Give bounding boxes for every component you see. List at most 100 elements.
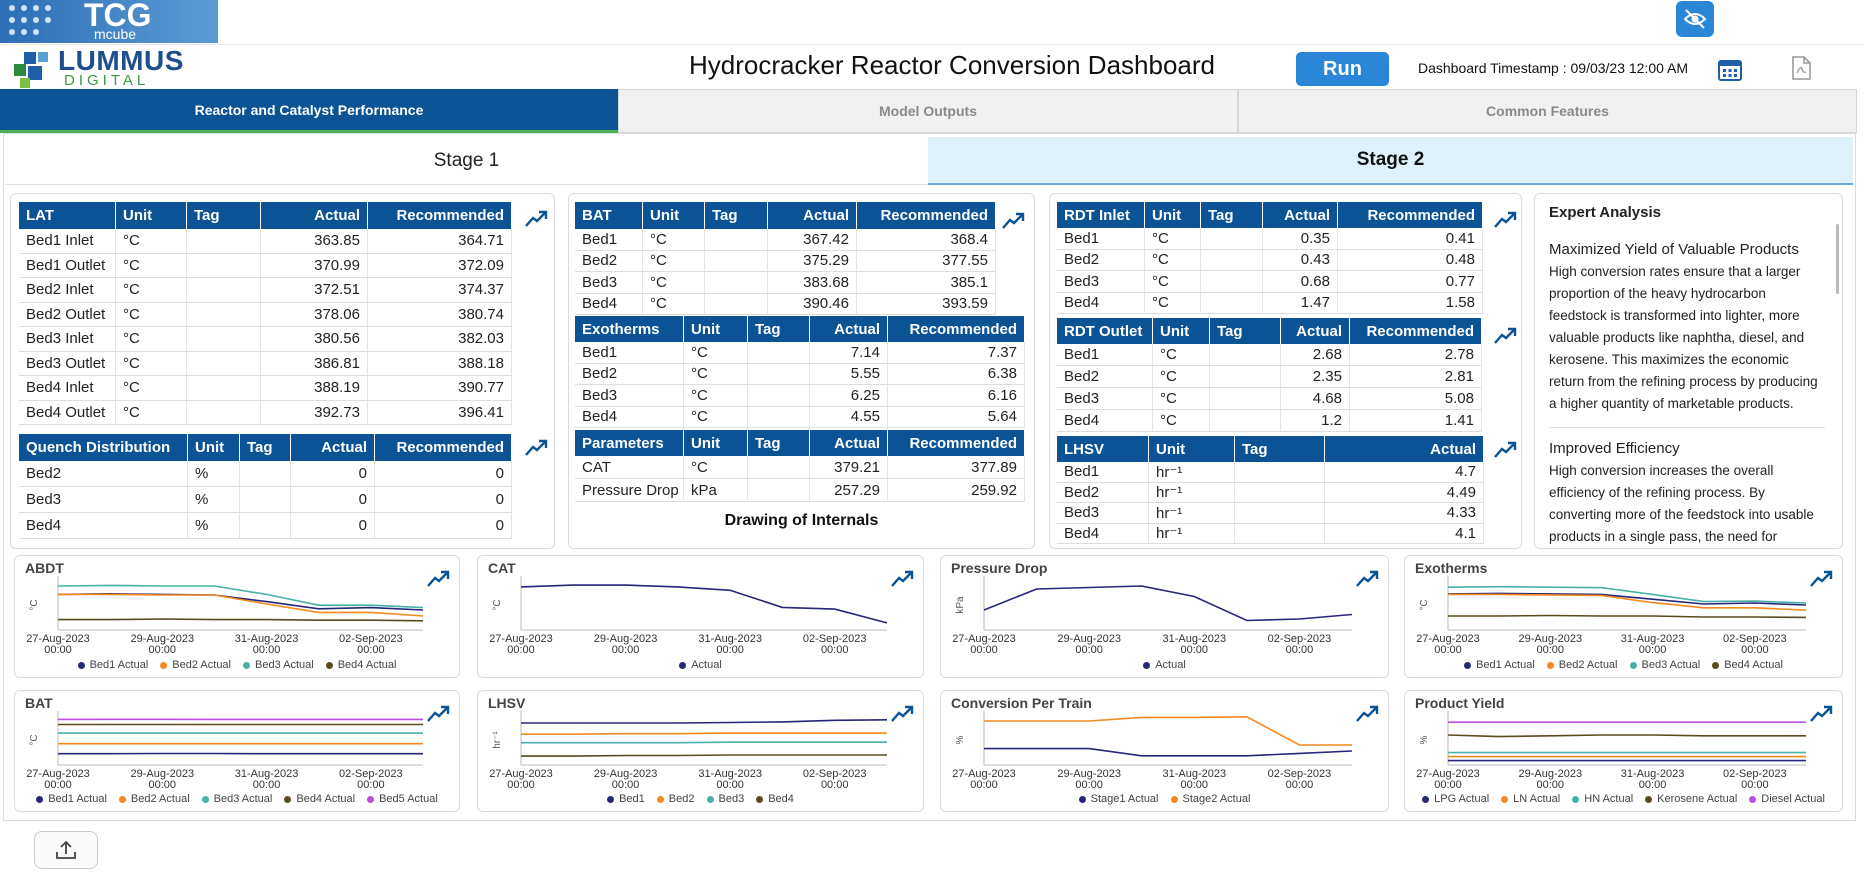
legend-item[interactable]: Kerosene Actual — [1645, 793, 1737, 805]
tab[interactable]: Common Features — [1238, 89, 1857, 133]
logo-subtext: mcube — [94, 26, 136, 42]
dashboard-title: Hydrocracker Reactor Conversion Dashboar… — [640, 50, 1264, 81]
table-cell: 386.81 — [261, 352, 368, 377]
table-cell: 379.21 — [810, 456, 888, 479]
legend-swatch — [657, 796, 664, 803]
table-cell: °C — [1145, 228, 1201, 250]
table-header-cell: Tag — [187, 202, 261, 229]
table-cell: 4.1 — [1325, 524, 1484, 545]
legend-item[interactable]: LPG Actual — [1422, 793, 1489, 805]
legend-label: Actual — [1155, 659, 1186, 671]
legend-item[interactable]: Bed3 Actual — [243, 659, 314, 671]
table-cell: °C — [1145, 271, 1201, 293]
trend-line — [1495, 329, 1515, 343]
legend-item[interactable]: HN Actual — [1572, 793, 1633, 805]
legend-item[interactable]: Actual — [1143, 659, 1186, 671]
legend-item[interactable]: Bed3 — [707, 793, 745, 805]
legend-item[interactable]: Bed1 Actual — [36, 793, 107, 805]
x-tick-label: 29-Aug-2023 00:00 — [120, 634, 204, 656]
table-cell: 374.37 — [368, 278, 512, 303]
table-cell: % — [188, 487, 240, 513]
visibility-button[interactable] — [1676, 1, 1714, 37]
legend-item[interactable]: Bed3 Actual — [202, 793, 273, 805]
table-header-cell: Recommended — [368, 202, 512, 229]
table-cell: Bed1 Outlet — [19, 254, 116, 279]
legend-item[interactable]: Diesel Actual — [1749, 793, 1825, 805]
legend-swatch — [1712, 662, 1719, 669]
table-cell: °C — [643, 229, 705, 251]
table-cell — [705, 251, 768, 273]
legend-item[interactable]: Stage1 Actual — [1079, 793, 1159, 805]
table-header-cell: Recommended — [888, 430, 1025, 456]
legend-item[interactable]: Bed4 Actual — [326, 659, 397, 671]
table-cell: Pressure Drop — [575, 479, 684, 502]
table-cell: 4.49 — [1325, 483, 1484, 504]
pdf-button[interactable] — [1790, 55, 1812, 81]
legend-item[interactable]: Actual — [679, 659, 722, 671]
x-tick-label: 02-Sep-2023 00:00 — [1713, 769, 1797, 791]
x-tick-label: 02-Sep-2023 00:00 — [1257, 634, 1341, 656]
legend-item[interactable]: Bed2 — [657, 793, 695, 805]
tab[interactable]: Model Outputs — [618, 89, 1238, 133]
table-cell: 257.29 — [810, 479, 888, 502]
table-cell — [748, 407, 810, 429]
legend-item[interactable]: Bed1 Actual — [1464, 659, 1535, 671]
run-button[interactable]: Run — [1296, 52, 1389, 86]
table-cell: 5.64 — [888, 407, 1025, 429]
trend-button[interactable] — [1002, 212, 1026, 230]
table-cell: 0.68 — [1263, 271, 1338, 293]
table-cell: Bed4 — [1057, 410, 1153, 432]
legend-swatch — [1501, 796, 1508, 803]
chart-plot: °C — [15, 556, 461, 636]
table-header-cell: Tag — [1235, 436, 1325, 462]
legend-label: HN Actual — [1584, 793, 1633, 805]
calendar-button[interactable] — [1717, 56, 1743, 82]
legend-swatch — [1464, 662, 1471, 669]
table-header-cell: Recommended — [857, 202, 996, 229]
legend-item[interactable]: Stage2 Actual — [1171, 793, 1251, 805]
legend-item[interactable]: Bed2 Actual — [119, 793, 190, 805]
trend-button[interactable] — [1494, 327, 1518, 345]
trend-button[interactable] — [1494, 211, 1518, 229]
legend-item[interactable]: Bed4 Actual — [284, 793, 355, 805]
legend-item[interactable]: Bed2 Actual — [160, 659, 231, 671]
y-axis-label: °C — [29, 734, 40, 745]
legend-item[interactable]: Bed4 Actual — [1712, 659, 1783, 671]
table-cell: Bed3 Outlet — [19, 352, 116, 377]
legend-item[interactable]: Bed1 — [607, 793, 645, 805]
legend-item[interactable]: LN Actual — [1501, 793, 1560, 805]
legend-item[interactable]: Bed3 Actual — [1630, 659, 1701, 671]
chart-plot: kPa — [941, 556, 1390, 636]
legend-item[interactable]: Bed4 — [756, 793, 794, 805]
trend-button[interactable] — [1494, 441, 1518, 459]
x-tick-label: 29-Aug-2023 00:00 — [1508, 769, 1592, 791]
table-cell: Bed4 — [1057, 524, 1149, 545]
legend: Actual — [478, 659, 923, 671]
trend-button[interactable] — [525, 439, 549, 457]
stage-tab[interactable]: Stage 1 — [5, 137, 928, 185]
legend-item[interactable]: Bed1 Actual — [78, 659, 149, 671]
table-cell: °C — [116, 401, 187, 426]
table-header-cell: Actual — [810, 316, 888, 342]
x-tick-label: 02-Sep-2023 00:00 — [1257, 769, 1341, 791]
trend-button[interactable] — [525, 210, 549, 228]
stage-tab[interactable]: Stage 2 — [928, 137, 1853, 185]
legend-swatch — [1749, 796, 1756, 803]
tab[interactable]: Reactor and Catalyst Performance — [0, 89, 618, 133]
legend-swatch — [326, 662, 333, 669]
x-tick-label: 27-Aug-2023 00:00 — [1406, 769, 1490, 791]
table-cell: Bed4 — [575, 407, 684, 429]
legend-item[interactable]: Bed2 Actual — [1547, 659, 1618, 671]
table-cell: 370.99 — [261, 254, 368, 279]
table-cell — [1201, 293, 1263, 315]
legend-swatch — [756, 796, 763, 803]
scrollbar — [1836, 224, 1839, 294]
upload-button[interactable] — [34, 831, 98, 869]
x-tick-label: 27-Aug-2023 00:00 — [942, 769, 1026, 791]
legend-item[interactable]: Bed5 Actual — [367, 793, 438, 805]
table-cell: 6.16 — [888, 385, 1025, 407]
y-axis-label: °C — [1419, 599, 1430, 610]
